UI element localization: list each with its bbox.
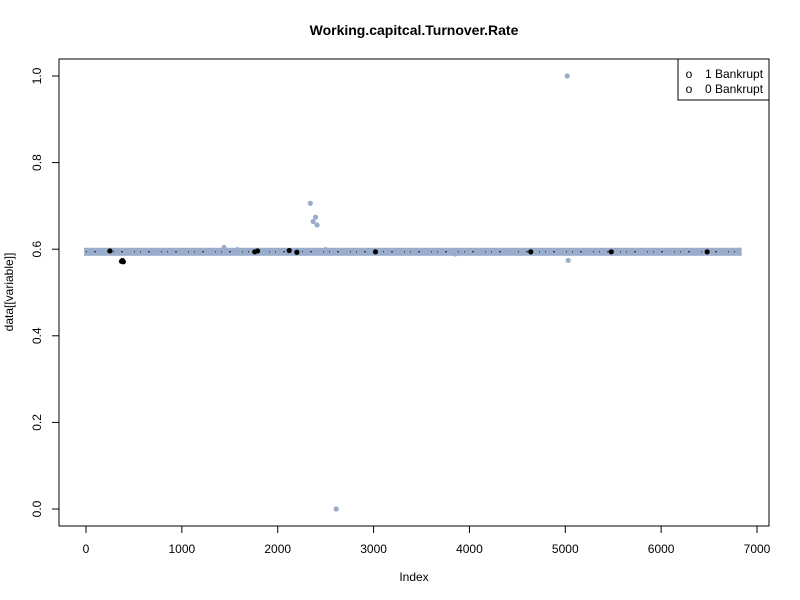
x-axis: 0 1000 2000 3000 4000 5000 6000 7000 xyxy=(83,525,771,556)
point-bankrupt-9 xyxy=(528,249,534,255)
point-bankrupt-10 xyxy=(608,249,614,255)
point-non-bankrupt-6 xyxy=(323,247,329,253)
point-non-bankrupt-5 xyxy=(314,222,320,228)
x-tick-label: 0 xyxy=(83,542,90,556)
legend-entry-1-bankrupt: 1 Bankrupt xyxy=(705,67,764,81)
point-bankrupt-2 xyxy=(120,259,126,265)
y-tick-label: 0.8 xyxy=(30,154,44,171)
legend-marker-0: o xyxy=(686,82,693,96)
dense-band xyxy=(84,247,742,256)
x-tick-label: 1000 xyxy=(169,542,196,556)
point-non-bankrupt-12 xyxy=(565,257,571,264)
plot-frame xyxy=(58,58,770,527)
y-tick-label: 1.0 xyxy=(30,67,44,84)
point-non-bankrupt-10 xyxy=(509,247,516,254)
x-tick-label: 2000 xyxy=(264,542,291,556)
point-non-bankrupt-4 xyxy=(312,214,319,220)
point-non-bankrupt-0 xyxy=(221,244,227,251)
y-tick-label: 0.0 xyxy=(30,500,44,517)
y-tick-label: 0.2 xyxy=(30,414,44,431)
point-non-bankrupt-2 xyxy=(307,200,313,206)
point-non-bankrupt-11 xyxy=(564,73,570,79)
x-tick-label: 7000 xyxy=(744,542,771,556)
point-bankrupt-3 xyxy=(107,248,113,254)
point-bankrupt-5 xyxy=(254,248,261,254)
point-non-bankrupt-7 xyxy=(333,506,339,512)
legend: o 1 Bankrupt o 0 Bankrupt xyxy=(677,58,770,101)
point-non-bankrupt-9 xyxy=(452,251,458,257)
legend-entry-0-bankrupt: 0 Bankrupt xyxy=(705,82,764,96)
y-tick-label: 0.6 xyxy=(30,241,44,258)
x-tick-label: 4000 xyxy=(456,542,483,556)
point-non-bankrupt-8 xyxy=(385,247,391,254)
point-bankrupt-7 xyxy=(294,249,300,255)
point-bankrupt-6 xyxy=(286,247,292,254)
points-layer xyxy=(107,73,742,512)
y-axis-label: data[[variable]] xyxy=(2,253,16,332)
y-tick-label: 0.4 xyxy=(30,327,44,344)
point-bankrupt-8 xyxy=(372,249,379,255)
point-non-bankrupt-1 xyxy=(234,247,241,253)
legend-box xyxy=(677,58,770,101)
y-axis: 0.0 0.2 0.4 0.6 0.8 1.0 xyxy=(30,67,60,517)
x-axis-label: Index xyxy=(399,570,428,584)
x-tick-label: 6000 xyxy=(648,542,675,556)
legend-marker-1: o xyxy=(686,67,693,81)
point-non-bankrupt-3 xyxy=(310,218,316,225)
point-non-bankrupt-13 xyxy=(736,247,742,253)
chart-title: Working.capitcal.Turnover.Rate xyxy=(310,22,519,38)
band-non-bankrupt xyxy=(84,247,742,256)
x-tick-label: 3000 xyxy=(360,542,387,556)
x-tick-label: 5000 xyxy=(552,542,579,556)
point-bankrupt-11 xyxy=(704,249,710,255)
